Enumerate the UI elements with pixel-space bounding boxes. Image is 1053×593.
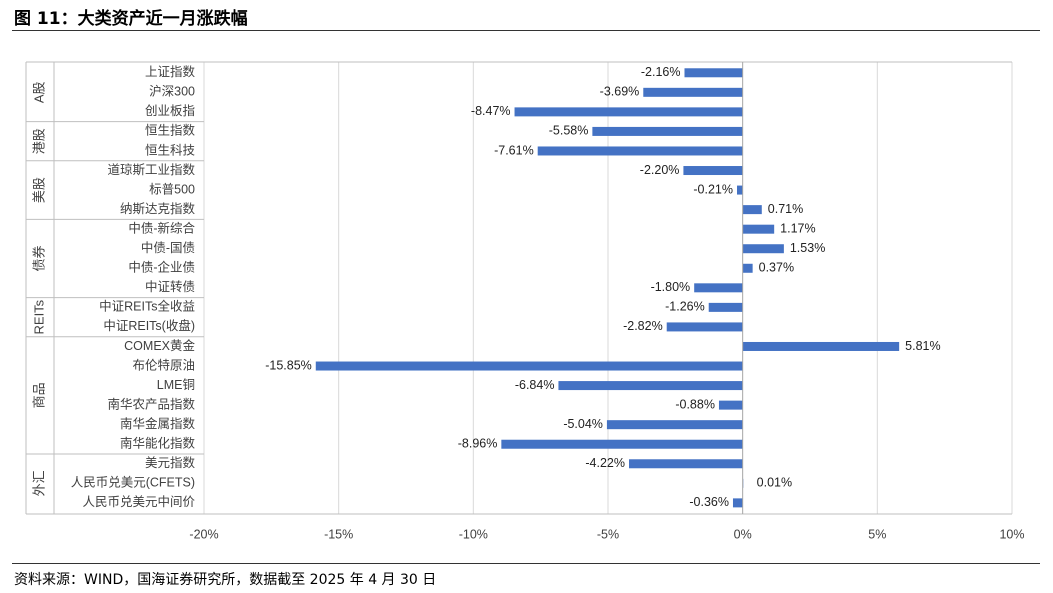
bar-11 xyxy=(694,283,743,293)
value-label-12: -1.26% xyxy=(665,300,705,314)
category-label-21: 人民币兑美元(CFETS) xyxy=(71,476,195,490)
category-label-11: 中证转债 xyxy=(145,279,195,294)
bar-22 xyxy=(732,498,743,508)
category-label-9: 中债-国债 xyxy=(141,240,195,255)
value-label-11: -1.80% xyxy=(651,280,691,294)
value-label-22: -0.36% xyxy=(689,495,729,509)
category-label-14: COMEX黄金 xyxy=(124,338,195,353)
bar-17 xyxy=(718,400,743,410)
bar-4 xyxy=(537,146,743,156)
value-label-13: -2.82% xyxy=(623,319,663,333)
category-label-2: 创业板指 xyxy=(145,103,195,118)
bar-8 xyxy=(742,224,775,234)
group-label-5: 商品 xyxy=(31,382,46,408)
bar-16 xyxy=(558,381,743,391)
value-label-5: -2.20% xyxy=(640,163,680,177)
value-label-6: -0.21% xyxy=(693,182,733,196)
bar-3 xyxy=(592,126,743,136)
bar-1 xyxy=(643,87,743,97)
value-label-17: -0.88% xyxy=(675,397,715,411)
x-tick-label-6: 10% xyxy=(999,527,1024,541)
value-label-3: -5.58% xyxy=(549,124,589,138)
category-label-16: LME铜 xyxy=(157,377,195,392)
x-tick-label-0: -20% xyxy=(189,527,218,541)
category-label-20: 美元指数 xyxy=(145,455,196,470)
value-label-21: 0.01% xyxy=(757,476,792,490)
bar-9 xyxy=(742,244,784,254)
x-tick-label-1: -15% xyxy=(324,527,353,541)
value-label-10: 0.37% xyxy=(759,261,794,275)
bar-18 xyxy=(606,420,743,430)
value-label-15: -15.85% xyxy=(265,358,312,372)
value-label-4: -7.61% xyxy=(494,143,534,157)
figure-title: 图 11：大类资产近一月涨跌幅 xyxy=(14,9,248,29)
value-label-19: -8.96% xyxy=(458,437,498,451)
value-label-9: 1.53% xyxy=(790,241,825,255)
category-label-5: 道琼斯工业指数 xyxy=(107,162,195,177)
bar-10 xyxy=(742,263,753,273)
category-label-1: 沪深300 xyxy=(149,85,195,99)
value-label-1: -3.69% xyxy=(600,85,640,99)
source-note: 资料来源：WIND，国海证券研究所，数据截至 2025 年 4 月 30 日 xyxy=(14,572,437,588)
bar-7 xyxy=(742,205,762,215)
category-label-10: 中债-企业债 xyxy=(128,260,195,275)
value-label-20: -4.22% xyxy=(585,456,625,470)
group-label-2: 美股 xyxy=(31,177,46,203)
x-tick-label-5: 5% xyxy=(868,527,886,541)
category-label-12: 中证REITs全收益 xyxy=(99,299,195,314)
value-label-2: -8.47% xyxy=(471,104,511,118)
category-label-13: 中证REITs(收盘) xyxy=(103,318,195,333)
group-label-6: 外汇 xyxy=(31,470,46,496)
x-tick-label-3: -5% xyxy=(597,527,619,541)
category-label-0: 上证指数 xyxy=(145,64,196,79)
group-label-4: REITs xyxy=(31,299,46,334)
category-label-3: 恒生指数 xyxy=(145,123,196,138)
bar-6 xyxy=(737,185,743,195)
category-label-7: 纳斯达克指数 xyxy=(120,201,196,216)
bar-15 xyxy=(315,361,743,371)
value-label-18: -5.04% xyxy=(563,417,603,431)
value-label-14: 5.81% xyxy=(905,339,940,353)
value-label-16: -6.84% xyxy=(515,378,555,392)
bar-19 xyxy=(501,439,743,449)
x-tick-label-4: 0% xyxy=(734,527,752,541)
bar-20 xyxy=(629,459,743,469)
category-label-6: 标普500 xyxy=(149,182,195,196)
x-tick-label-2: -10% xyxy=(459,527,488,541)
bar-5 xyxy=(683,166,743,176)
category-label-22: 人民币兑美元中间价 xyxy=(82,494,195,509)
category-label-17: 南华农产品指数 xyxy=(107,396,195,411)
value-label-8: 1.17% xyxy=(780,221,815,235)
category-label-19: 南华能化指数 xyxy=(120,436,196,451)
group-label-3: 债券 xyxy=(31,245,46,271)
bar-14 xyxy=(742,341,900,351)
source-rule xyxy=(12,563,1040,564)
category-label-8: 中债-新综合 xyxy=(128,220,195,235)
bar-0 xyxy=(684,68,743,78)
bar-2 xyxy=(514,107,743,117)
value-label-0: -2.16% xyxy=(641,65,681,79)
category-label-4: 恒生科技 xyxy=(145,143,196,157)
value-label-7: 0.71% xyxy=(768,202,803,216)
title-rule xyxy=(12,30,1040,31)
group-label-1: 港股 xyxy=(31,128,46,154)
bar-12 xyxy=(708,302,743,312)
category-label-18: 南华金属指数 xyxy=(120,416,196,431)
category-label-15: 布伦特原油 xyxy=(132,357,195,372)
bar-13 xyxy=(666,322,743,332)
group-label-0: A股 xyxy=(31,81,46,103)
